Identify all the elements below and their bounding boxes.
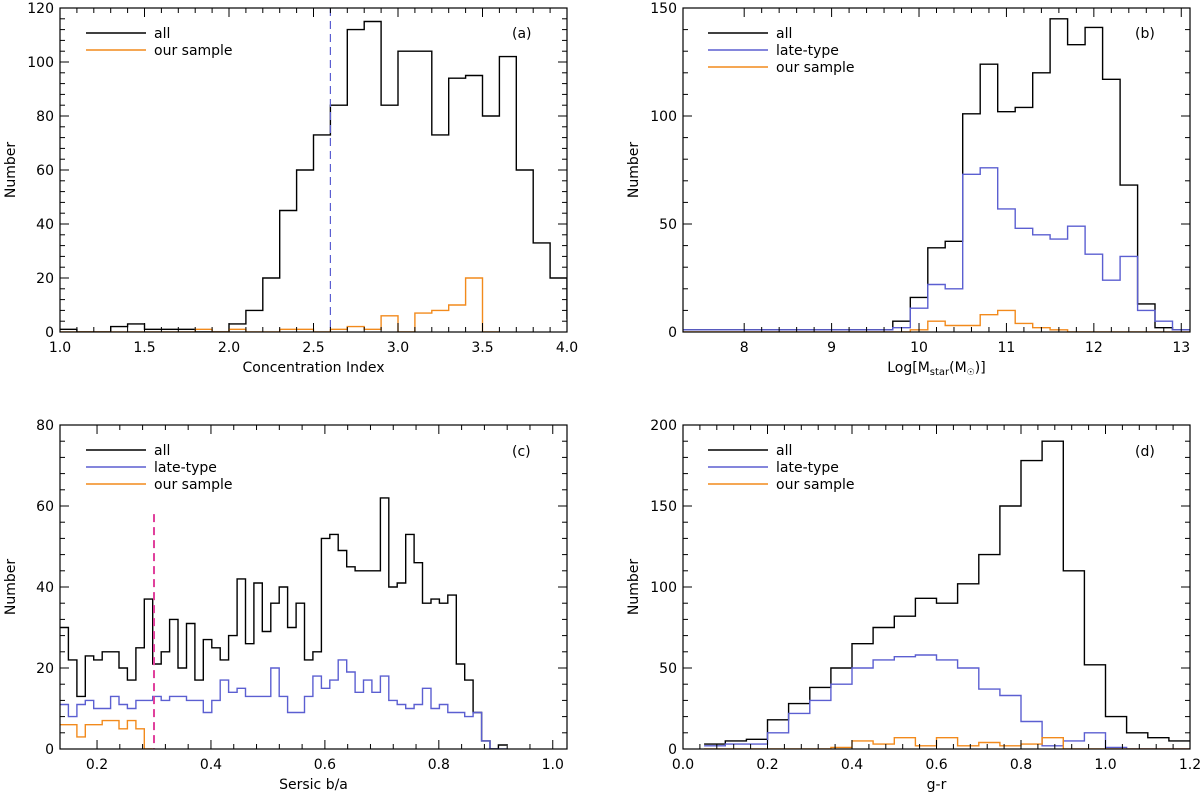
x-tick-label: 10 <box>910 340 928 356</box>
y-axis-title: Number <box>626 559 642 615</box>
legend-label: our sample <box>154 477 233 493</box>
panel-letter: (a) <box>512 26 532 42</box>
x-tick-label: 8 <box>740 340 749 356</box>
legend-label: our sample <box>154 43 233 59</box>
x-tick-label: 2.5 <box>302 340 324 356</box>
panel-letter: (c) <box>512 444 531 460</box>
y-tick-label: 0 <box>45 742 54 758</box>
legend-label: our sample <box>776 60 855 76</box>
x-tick-label: 0.6 <box>925 757 947 773</box>
y-tick-label: 40 <box>36 217 54 233</box>
legend-label: our sample <box>776 477 855 493</box>
y-tick-label: 80 <box>36 109 54 125</box>
series-line-late-type <box>60 659 507 749</box>
y-tick-label: 60 <box>36 163 54 179</box>
y-tick-label: 50 <box>659 217 677 233</box>
y-tick-label: 20 <box>36 661 54 677</box>
x-tick-label: 13 <box>1172 340 1190 356</box>
series-line-our-sample <box>60 277 500 332</box>
series-line-all <box>60 497 507 749</box>
legend-label: all <box>154 26 170 42</box>
y-tick-label: 80 <box>36 418 54 434</box>
x-tick-label: 3.0 <box>387 340 409 356</box>
legend-label: all <box>776 26 792 42</box>
x-tick-label: 9 <box>827 340 836 356</box>
y-tick-label: 50 <box>659 661 677 677</box>
plot-frame <box>682 7 1191 333</box>
y-tick-label: 100 <box>650 580 677 596</box>
y-tick-label: 40 <box>36 580 54 596</box>
x-axis-title: Log[Mstar(M☉)] <box>887 360 985 378</box>
x-tick-label: 1.0 <box>542 757 564 773</box>
panel-letter: (d) <box>1135 444 1155 460</box>
y-axis-title: Number <box>3 142 19 198</box>
y-tick-label: 120 <box>27 1 54 17</box>
histogram-panel-3: 0.2 0.4 0.6 0.8 1.0 0 20 40 60 80 Sersic b/a Number… <box>3 418 568 793</box>
series-line-our-sample <box>60 719 153 749</box>
legend-label: late-type <box>776 43 839 59</box>
x-tick-label: 0.6 <box>314 757 336 773</box>
x-tick-label: 0.4 <box>841 757 863 773</box>
y-axis-title: Number <box>3 559 19 615</box>
x-tick-label: 12 <box>1085 340 1103 356</box>
x-tick-label: 3.5 <box>471 340 493 356</box>
x-tick-label: 4.0 <box>556 340 578 356</box>
y-tick-label: 60 <box>36 499 54 515</box>
x-axis-title: Sersic b/a <box>279 777 348 793</box>
series-line-late-type <box>704 654 1190 749</box>
series-line-late-type <box>683 167 1190 331</box>
x-tick-label: 1.0 <box>49 340 71 356</box>
y-tick-label: 20 <box>36 271 54 287</box>
y-tick-label: 200 <box>650 418 677 434</box>
series-line-all <box>683 18 1190 331</box>
x-axis-title: Concentration Index <box>242 360 384 376</box>
x-tick-label: 1.5 <box>133 340 155 356</box>
legend-label: late-type <box>776 460 839 476</box>
x-tick-label: 0.4 <box>200 757 222 773</box>
legend-label: all <box>776 443 792 459</box>
x-tick-label: 2.0 <box>218 340 240 356</box>
panel-letter: (b) <box>1135 26 1155 42</box>
y-tick-label: 150 <box>650 1 677 17</box>
y-tick-label: 100 <box>27 55 54 71</box>
x-axis-title: g-r <box>927 777 947 793</box>
x-tick-label: 0.0 <box>672 757 694 773</box>
histogram-panel-1: 1.0 1.5 2.0 2.5 3.0 3.5 4.0 0 20 40 60 80 100 120 Conc… <box>3 1 578 376</box>
series-line-our-sample <box>683 309 1190 332</box>
x-tick-label: 0.8 <box>428 757 450 773</box>
x-tick-label: 11 <box>998 340 1016 356</box>
plot-frame <box>682 424 1191 750</box>
histogram-panel-4: 0.0 0.2 0.4 0.6 0.8 1.0 1.2 0 50 100 150 200 g-r Numb… <box>626 418 1200 793</box>
y-tick-label: 150 <box>650 499 677 515</box>
x-tick-label: 0.2 <box>86 757 108 773</box>
x-tick-label: 0.2 <box>756 757 778 773</box>
y-axis-title: Number <box>626 142 642 198</box>
histogram-panel-2: 8 9 10 11 12 13 0 50 100 150 Log[Mstar(M☉)] Number (… <box>626 1 1191 378</box>
y-tick-label: 100 <box>650 109 677 125</box>
y-tick-label: 0 <box>668 742 677 758</box>
y-tick-label: 0 <box>45 325 54 341</box>
series-line-our-sample <box>704 737 1190 749</box>
x-tick-label: 1.2 <box>1179 757 1200 773</box>
series-line-all <box>704 440 1190 745</box>
x-tick-label: 1.0 <box>1094 757 1116 773</box>
series-line-all <box>60 20 567 332</box>
y-tick-label: 0 <box>668 325 677 341</box>
x-tick-label: 0.8 <box>1010 757 1032 773</box>
legend-label: late-type <box>154 460 217 476</box>
legend-label: all <box>154 443 170 459</box>
